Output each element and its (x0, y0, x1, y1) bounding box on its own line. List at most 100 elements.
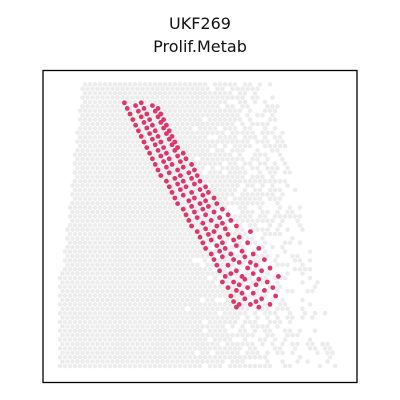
tissue-spot (100, 253, 105, 259)
tissue-spot (115, 341, 120, 347)
tissue-spot (185, 192, 190, 197)
tissue-spot (115, 104, 120, 109)
tissue-spot (157, 328, 163, 334)
tissue-spot (97, 134, 103, 140)
tissue-spot (225, 156, 230, 162)
tissue-spot (112, 284, 118, 290)
tissue-spot (225, 280, 230, 285)
tissue-spot (137, 214, 143, 219)
tissue-spot (90, 209, 95, 215)
tissue-spot (132, 152, 138, 158)
tissue-spot (162, 108, 168, 114)
highlighted-spot (214, 201, 220, 207)
tissue-spot (155, 200, 160, 206)
tissue-spot (225, 332, 230, 338)
tissue-spot (165, 236, 170, 241)
tissue-spot (112, 275, 118, 281)
highlighted-spot (231, 237, 237, 243)
tissue-spot (82, 293, 88, 298)
tissue-spot (165, 332, 170, 338)
tissue-spot (210, 139, 215, 144)
tissue-spot (157, 310, 163, 316)
tissue-spot (207, 196, 213, 202)
tissue-spot (102, 266, 108, 272)
tissue-spot (237, 240, 243, 246)
tissue-spot (182, 108, 188, 114)
tissue-spot (102, 205, 108, 210)
tissue-spot (112, 214, 118, 219)
highlighted-spot (178, 159, 183, 165)
tissue-spot (212, 90, 218, 96)
tissue-spot (80, 271, 85, 276)
tissue-spot (87, 293, 93, 298)
tissue-spot (90, 95, 95, 100)
tissue-spot (182, 354, 188, 360)
tissue-spot (170, 200, 175, 206)
tissue-spot (152, 266, 158, 272)
tissue-spot (235, 95, 240, 100)
tissue-spot (105, 262, 110, 268)
tissue-spot (160, 218, 165, 224)
tissue-spot (225, 95, 230, 100)
tissue-spot (210, 262, 215, 268)
tissue-spot (290, 332, 295, 338)
tissue-spot (205, 271, 210, 276)
tissue-spot (77, 152, 83, 158)
tissue-spot (277, 187, 283, 193)
tissue-spot (167, 249, 173, 254)
tissue-spot (97, 99, 103, 105)
tissue-spot (67, 284, 73, 290)
tissue-spot (117, 275, 123, 281)
tissue-spot (257, 170, 263, 175)
tissue-spot (82, 126, 88, 131)
tissue-spot (227, 152, 233, 158)
tissue-spot (77, 205, 83, 210)
tissue-spot (97, 82, 103, 87)
tissue-spot (67, 363, 73, 369)
tissue-spot (242, 231, 248, 237)
tissue-spot (197, 170, 203, 175)
tissue-spot (107, 354, 113, 360)
tissue-spot (137, 82, 143, 87)
tissue-spot (272, 170, 278, 175)
tissue-spot (67, 258, 73, 263)
highlighted-spot (192, 209, 197, 215)
tissue-spot (177, 82, 183, 87)
tissue-spot (67, 302, 73, 307)
tissue-spot (147, 328, 153, 334)
tissue-spot (165, 209, 170, 215)
highlighted-spot (150, 136, 155, 142)
tissue-spot (150, 288, 155, 294)
tissue-spot (92, 187, 98, 193)
tissue-spot (80, 359, 85, 364)
tissue-spot (155, 244, 160, 250)
tissue-spot (187, 249, 193, 254)
tissue-spot (285, 209, 290, 215)
tissue-spot (97, 231, 103, 237)
highlighted-spot (248, 260, 253, 265)
tissue-spot (275, 306, 280, 312)
tissue-spot (217, 134, 223, 140)
highlighted-spot (178, 187, 183, 193)
highlighted-spot (203, 184, 209, 190)
tissue-spot (97, 222, 103, 228)
tissue-spot (265, 227, 270, 232)
tissue-spot (80, 95, 85, 100)
tissue-spot (142, 82, 148, 87)
tissue-spot (120, 332, 125, 338)
tissue-spot (62, 284, 68, 290)
tissue-spot (180, 253, 185, 259)
tissue-spot (137, 231, 143, 237)
tissue-spot (80, 236, 85, 241)
tissue-spot (282, 161, 288, 166)
tissue-spot (190, 341, 195, 347)
tissue-spot (182, 258, 188, 263)
tissue-spot (282, 337, 288, 342)
tissue-spot (172, 328, 178, 334)
tissue-spot (82, 99, 88, 105)
tissue-spot (160, 262, 165, 268)
tissue-spot (215, 359, 220, 364)
tissue-spot (195, 271, 200, 276)
tissue-spot (217, 178, 223, 184)
tissue-spot (85, 139, 90, 144)
